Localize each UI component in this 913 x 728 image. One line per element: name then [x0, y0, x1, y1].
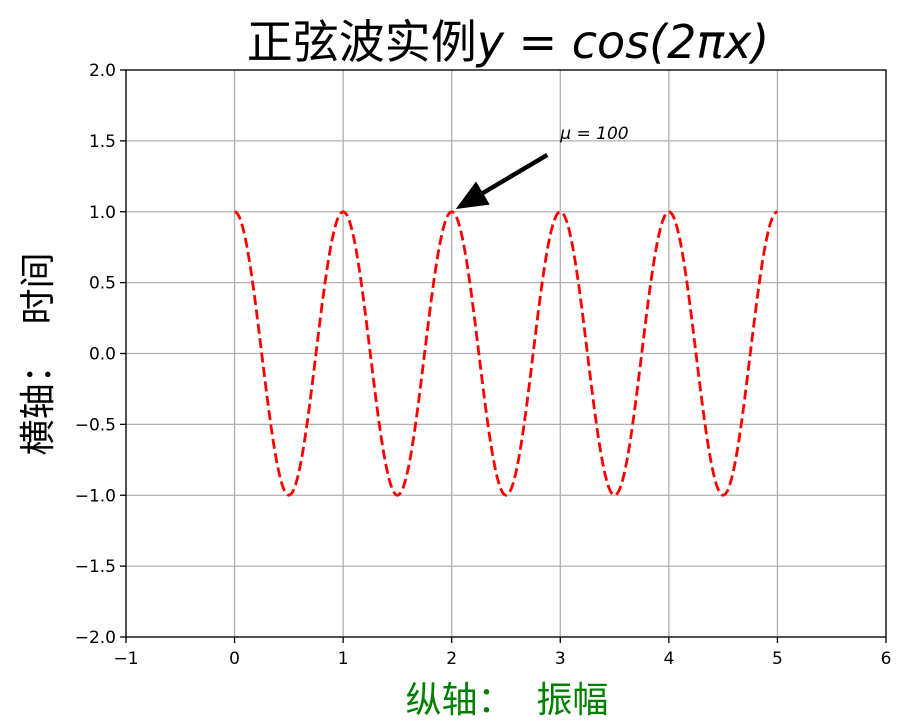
chart-title-math: y = cos(2πx) — [475, 15, 770, 69]
y-tick-label: 1.0 — [89, 203, 116, 223]
x-tick-label: 4 — [663, 649, 674, 669]
x-tick-label: 1 — [338, 649, 349, 669]
x-tick-label: 6 — [881, 649, 892, 669]
x-axis-ticks: −1 0 1 2 3 4 5 6 — [113, 637, 891, 669]
y-tick-label: −0.5 — [75, 415, 116, 435]
y-tick-label: −1.5 — [75, 557, 116, 577]
x-tick-label: 2 — [446, 649, 457, 669]
x-axis-label: 纵轴： 振幅 — [406, 680, 609, 721]
annotation: μ = 100 — [455, 124, 629, 210]
y-tick-label: 0.0 — [89, 345, 116, 365]
y-tick-label: 1.5 — [89, 132, 116, 152]
series-line-cos — [234, 210, 778, 497]
annotation-label: μ = 100 — [559, 124, 628, 144]
x-tick-label: 5 — [772, 649, 783, 669]
y-tick-label: −1.0 — [75, 486, 116, 506]
x-tick-label: −1 — [113, 649, 138, 669]
chart-title-plain: 正弦波实例 — [247, 15, 477, 69]
series-layer — [234, 210, 778, 497]
y-axis-ticks: −2.0 −1.5 −1.0 −0.5 0.0 0.5 1.0 1.5 2.0 — [75, 61, 126, 648]
grid — [125, 69, 887, 638]
x-tick-label: 3 — [555, 649, 566, 669]
y-tick-label: 0.5 — [89, 274, 116, 294]
annotation-arrow — [455, 152, 549, 210]
y-axis-label: 横轴： 时间 — [18, 253, 59, 456]
y-tick-label: 2.0 — [89, 61, 116, 81]
y-tick-label: −2.0 — [75, 628, 116, 648]
x-tick-label: 0 — [229, 649, 240, 669]
chart-title: 正弦波实例y = cos(2πx) — [247, 15, 770, 69]
